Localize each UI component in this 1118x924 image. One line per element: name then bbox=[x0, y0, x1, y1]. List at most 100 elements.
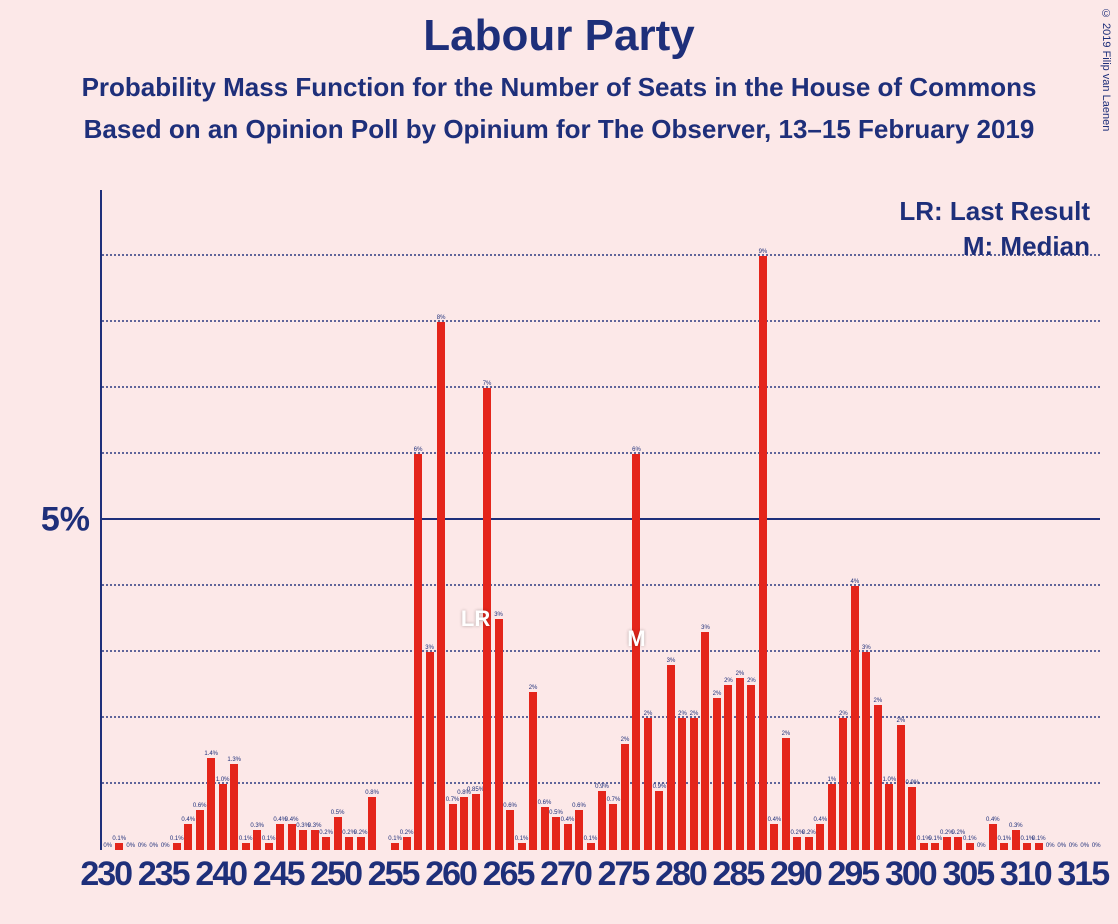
bar: 2% bbox=[839, 718, 847, 850]
bar: 0.3% bbox=[299, 830, 307, 850]
bar-value-label: 2% bbox=[736, 671, 745, 677]
bar: 2% bbox=[529, 692, 537, 850]
bar-value-label: 9% bbox=[759, 249, 768, 255]
bar: 0.1% bbox=[265, 843, 273, 850]
bar: 9% bbox=[759, 256, 767, 850]
bar-value-label: 0.6% bbox=[503, 803, 517, 809]
bar: 3% bbox=[667, 665, 675, 850]
bar-value-label: 0% bbox=[1080, 843, 1089, 849]
bar-value-label: 2% bbox=[839, 711, 848, 717]
bar-value-label: 0.2% bbox=[951, 830, 965, 836]
bar-value-label: 2% bbox=[782, 731, 791, 737]
bar: 1.3% bbox=[230, 764, 238, 850]
bar: 2% bbox=[678, 718, 686, 850]
bar-value-label: 0.6% bbox=[572, 803, 586, 809]
bar-value-label: 0.2% bbox=[354, 830, 368, 836]
plot-area: LR: Last Result M: Median 0%0.1%0%0%0%0%… bbox=[100, 190, 1100, 850]
bar: 0.9% bbox=[598, 791, 606, 850]
bar: 0.9% bbox=[655, 791, 663, 850]
bar-value-label: 0.5% bbox=[331, 810, 345, 816]
bar: 2% bbox=[690, 718, 698, 850]
x-tick-label: 235 bbox=[138, 855, 189, 894]
bar: 0.6% bbox=[506, 810, 514, 850]
bar: 0.1% bbox=[966, 843, 974, 850]
bar-value-label: 1.4% bbox=[204, 751, 218, 757]
bar: 0.4% bbox=[276, 824, 284, 850]
bar: 0.4% bbox=[564, 824, 572, 850]
bar: 0.1% bbox=[1035, 843, 1043, 850]
bar-value-label: 0.4% bbox=[814, 817, 828, 823]
bar: 0.5% bbox=[334, 817, 342, 850]
bar-value-label: 3% bbox=[862, 645, 871, 651]
bar: 0.1% bbox=[173, 843, 181, 850]
x-tick-label: 240 bbox=[195, 855, 246, 894]
bar-value-label: 0.2% bbox=[319, 830, 333, 836]
bar: 1.4% bbox=[207, 758, 215, 850]
bar-value-label: 1.0% bbox=[216, 777, 230, 783]
bar: 2% bbox=[724, 685, 732, 850]
x-tick-label: 285 bbox=[713, 855, 764, 894]
bar-value-label: 0.1% bbox=[997, 836, 1011, 842]
bar-value-label: 4% bbox=[851, 579, 860, 585]
bar: 0.1% bbox=[391, 843, 399, 850]
bar-value-label: 0.4% bbox=[986, 817, 1000, 823]
bar-value-label: 2% bbox=[529, 685, 538, 691]
bar: 0.85% bbox=[472, 794, 480, 850]
bar: 0.8% bbox=[368, 797, 376, 850]
bar-value-label: 0% bbox=[149, 843, 158, 849]
bar: 0.2% bbox=[322, 837, 330, 850]
bar: 0.6% bbox=[196, 810, 204, 850]
bar: 0.6% bbox=[575, 810, 583, 850]
bar: 6% bbox=[632, 454, 640, 850]
x-tick-label: 310 bbox=[1000, 855, 1051, 894]
bar: 0.4% bbox=[816, 824, 824, 850]
x-tick-label: 280 bbox=[655, 855, 706, 894]
bar: 0.1% bbox=[518, 843, 526, 850]
bar: 2% bbox=[747, 685, 755, 850]
bar-value-label: 0.8% bbox=[365, 790, 379, 796]
subtitle-2: Based on an Opinion Poll by Opinium for … bbox=[0, 113, 1118, 147]
bar-value-label: 0% bbox=[1069, 843, 1078, 849]
bar-value-label: 0.85% bbox=[467, 787, 484, 793]
bar: 7% bbox=[483, 388, 491, 850]
x-tick-label: 275 bbox=[598, 855, 649, 894]
bar: 0.1% bbox=[1023, 843, 1031, 850]
bar: 0.7% bbox=[609, 804, 617, 850]
bar: 0.2% bbox=[805, 837, 813, 850]
bar-value-label: 0.5% bbox=[549, 810, 563, 816]
bar-value-label: 6% bbox=[632, 447, 641, 453]
bar-value-label: 0.1% bbox=[239, 836, 253, 842]
bar: 2% bbox=[621, 744, 629, 850]
x-tick-label: 300 bbox=[885, 855, 936, 894]
bar-value-label: 3% bbox=[425, 645, 434, 651]
bar-value-label: 0.4% bbox=[768, 817, 782, 823]
bar-value-label: 0.2% bbox=[802, 830, 816, 836]
bar: 0.1% bbox=[931, 843, 939, 850]
bar-value-label: 0% bbox=[1046, 843, 1055, 849]
copyright-text: © 2019 Filip van Laenen bbox=[1100, 8, 1112, 131]
x-tick-label: 245 bbox=[253, 855, 304, 894]
x-tick-label: 265 bbox=[483, 855, 534, 894]
x-tick-label: 250 bbox=[310, 855, 361, 894]
subtitle-1: Probability Mass Function for the Number… bbox=[0, 71, 1118, 105]
bar-value-label: 2% bbox=[724, 678, 733, 684]
bar-value-label: 2% bbox=[690, 711, 699, 717]
bar: 0.2% bbox=[357, 837, 365, 850]
bar-value-label: 2% bbox=[897, 718, 906, 724]
bar-value-label: 0% bbox=[161, 843, 170, 849]
bar: 0.3% bbox=[1012, 830, 1020, 850]
bar: 0.4% bbox=[184, 824, 192, 850]
bar-value-label: 0.7% bbox=[607, 797, 621, 803]
title-block: Labour Party Probability Mass Function f… bbox=[0, 0, 1118, 146]
bar: 0.2% bbox=[345, 837, 353, 850]
bar-value-label: 0.1% bbox=[170, 836, 184, 842]
bar: 0.2% bbox=[793, 837, 801, 850]
x-tick-label: 270 bbox=[540, 855, 591, 894]
x-tick-label: 255 bbox=[368, 855, 419, 894]
x-tick-label: 295 bbox=[827, 855, 878, 894]
bar-value-label: 0.9% bbox=[595, 784, 609, 790]
bar: 0.3% bbox=[253, 830, 261, 850]
bar: 3% bbox=[426, 652, 434, 850]
bar: 2% bbox=[897, 725, 905, 850]
bar: 0.4% bbox=[770, 824, 778, 850]
